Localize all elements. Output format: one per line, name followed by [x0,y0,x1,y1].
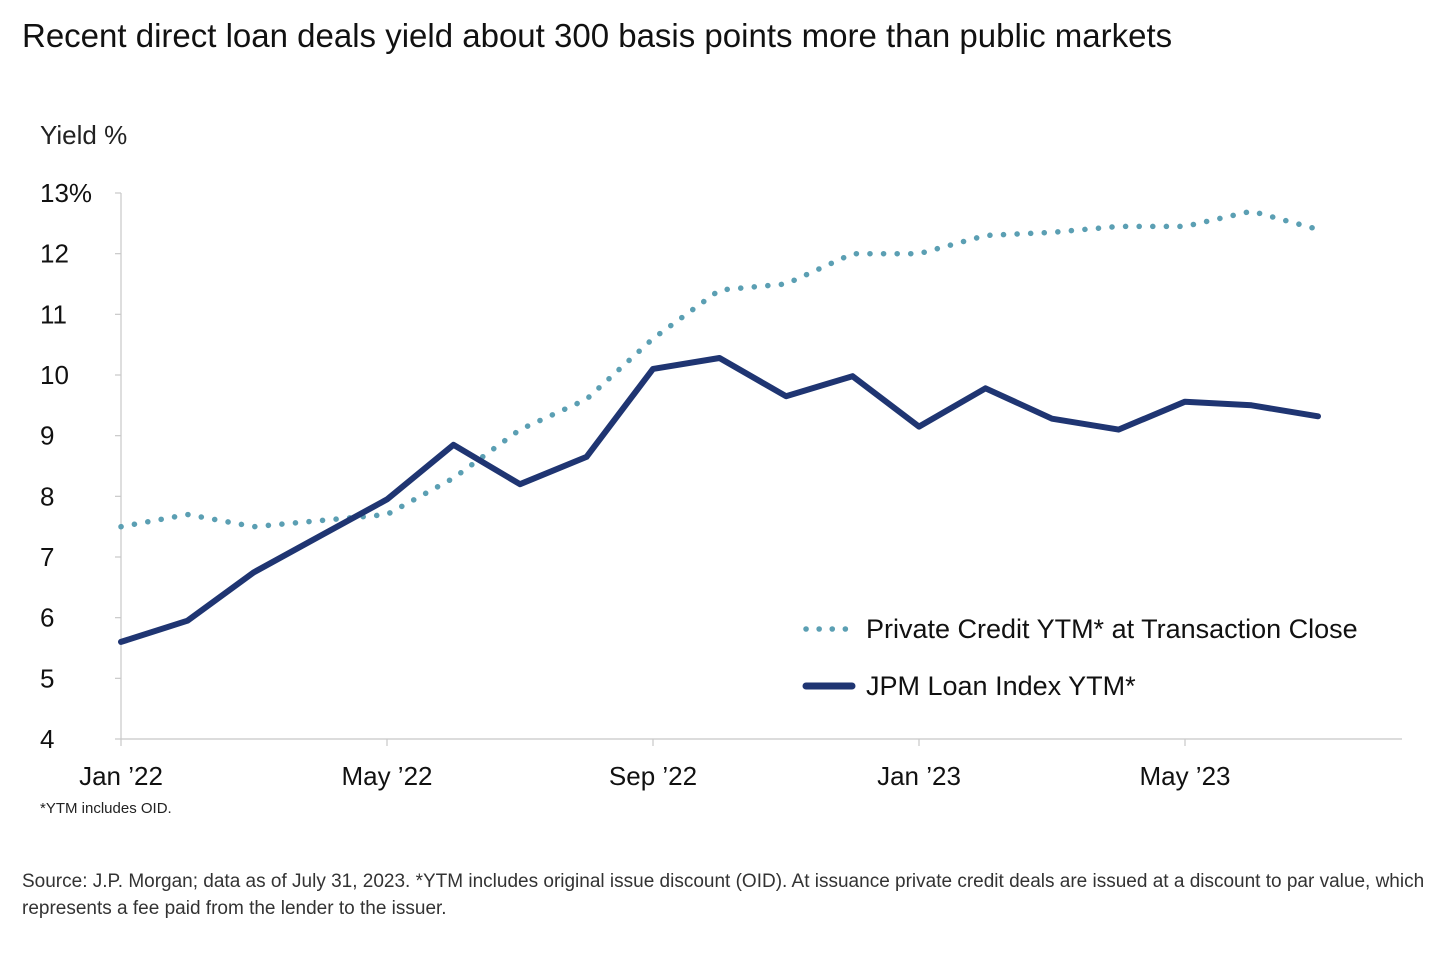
y-tick-label: 7 [40,542,54,572]
y-tick-label: 13% [40,178,92,208]
series-line-2 [118,355,1321,645]
y-tick-label: 11 [40,299,67,329]
y-tick-label: 12 [40,239,69,269]
chart-title: Recent direct loan deals yield about 300… [22,17,1173,54]
footnote: *YTM includes OID. [40,800,172,817]
y-tick-label: 4 [40,724,54,754]
y-tick-label: 5 [40,663,54,693]
x-tick-label: Jan ’23 [877,761,961,791]
x-tick-label: Jan ’22 [79,761,163,791]
x-tick-label: May ’23 [1139,761,1230,791]
legend-label-2: JPM Loan Index YTM* [866,671,1136,701]
y-axis-label: Yield % [40,120,127,150]
x-tick-label: May ’22 [341,761,432,791]
y-tick-label: 8 [40,481,54,511]
y-tick-label: 6 [40,603,54,633]
source-note: Source: J.P. Morgan; data as of July 31,… [22,871,1425,919]
series-line-1 [118,208,1321,530]
y-tick-label: 9 [40,421,54,451]
y-tick-label: 10 [40,360,69,390]
legend-label-1: Private Credit YTM* at Transaction Close [866,614,1358,644]
x-tick-label: Sep ’22 [609,761,697,791]
